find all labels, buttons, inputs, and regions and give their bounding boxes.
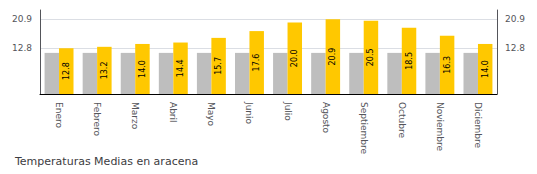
svg-text:Marzo: Marzo	[130, 102, 140, 130]
svg-text:20.9: 20.9	[12, 14, 32, 24]
svg-text:12.8: 12.8	[505, 43, 525, 53]
svg-text:20.0: 20.0	[290, 49, 299, 67]
svg-text:14.0: 14.0	[481, 60, 490, 78]
svg-text:15.7: 15.7	[214, 57, 223, 75]
svg-text:20.9: 20.9	[505, 14, 525, 24]
svg-text:13.2: 13.2	[100, 62, 109, 80]
svg-text:14.4: 14.4	[176, 59, 185, 77]
svg-text:20.5: 20.5	[366, 48, 375, 66]
svg-text:Diciembre: Diciembre	[473, 102, 483, 148]
svg-text:Mayo: Mayo	[206, 102, 216, 127]
svg-text:Octubre: Octubre	[397, 102, 407, 138]
svg-text:17.6: 17.6	[252, 54, 261, 72]
svg-text:12.8: 12.8	[12, 43, 32, 53]
svg-text:Febrero: Febrero	[92, 102, 102, 136]
svg-text:Noviembre: Noviembre	[435, 102, 445, 152]
svg-text:14.0: 14.0	[138, 60, 147, 78]
svg-text:Julio: Julio	[283, 101, 293, 121]
svg-text:12.8: 12.8	[62, 62, 71, 80]
svg-text:16.3: 16.3	[443, 56, 452, 74]
svg-text:18.5: 18.5	[405, 52, 414, 70]
svg-text:Agosto: Agosto	[321, 102, 331, 134]
svg-text:Junio: Junio	[244, 101, 254, 125]
svg-text:Abril: Abril	[168, 102, 178, 123]
svg-text:Enero: Enero	[54, 102, 64, 128]
svg-text:Temperaturas Medias en aracena: Temperaturas Medias en aracena	[14, 155, 198, 168]
svg-text:20.9: 20.9	[328, 48, 337, 66]
svg-text:Septiembre: Septiembre	[359, 102, 369, 155]
